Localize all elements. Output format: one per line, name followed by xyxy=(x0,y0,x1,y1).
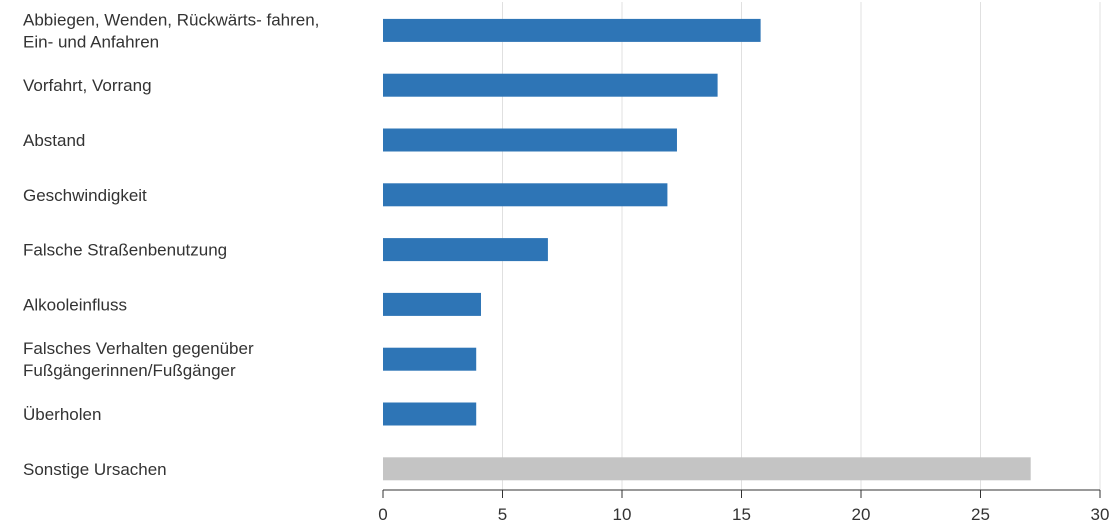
bar-3 xyxy=(383,183,668,207)
category-label-5-line-0: Alkooleinfluss xyxy=(23,295,127,314)
category-label-1: Vorfahrt, Vorrang xyxy=(23,76,152,95)
bar-8 xyxy=(383,457,1031,481)
category-label-6-line-1: Fußgängerinnen/Fußgänger xyxy=(23,361,236,380)
x-tick-label-3: 15 xyxy=(732,505,751,524)
bar-7 xyxy=(383,402,477,426)
x-tick-label-2: 10 xyxy=(613,505,632,524)
category-label-8: Sonstige Ursachen xyxy=(23,460,167,479)
category-label-4: Falsche Straßenbenutzung xyxy=(23,241,227,260)
bar-1 xyxy=(383,73,718,97)
category-label-7-line-0: Überholen xyxy=(23,405,101,424)
category-label-5: Alkooleinfluss xyxy=(23,295,127,314)
bar-2 xyxy=(383,128,677,152)
category-label-6: Falsches Verhalten gegenüber Fußgängerinn… xyxy=(23,339,254,380)
bar-6 xyxy=(383,347,477,371)
category-label-0: Abbiegen, Wenden, Rückwärts- fahren, Ein-… xyxy=(23,10,319,51)
bars xyxy=(383,18,1031,481)
x-tick-label-6: 30 xyxy=(1091,505,1110,524)
x-tick-label-1: 5 xyxy=(498,505,507,524)
category-label-2-line-0: Abstand xyxy=(23,131,85,150)
x-tick-label-0: 0 xyxy=(378,505,387,524)
category-label-7: Überholen xyxy=(23,405,101,424)
category-label-0-line-1: Ein- und Anfahren xyxy=(23,32,159,51)
x-tick-label-4: 20 xyxy=(852,505,871,524)
category-label-2: Abstand xyxy=(23,131,85,150)
x-axis: 0 5 10 15 20 25 30 xyxy=(378,489,1110,524)
bar-4 xyxy=(383,238,548,262)
bar-5 xyxy=(383,292,481,316)
category-labels: Abbiegen, Wenden, Rückwärts- fahren, Ein-… xyxy=(23,10,319,478)
category-label-0-line-0: Abbiegen, Wenden, Rückwärts- fahren, xyxy=(23,10,319,29)
category-label-4-line-0: Falsche Straßenbenutzung xyxy=(23,241,227,260)
category-label-3: Geschwindigkeit xyxy=(23,186,147,205)
category-label-1-line-0: Vorfahrt, Vorrang xyxy=(23,76,152,95)
category-label-6-line-0: Falsches Verhalten gegenüber xyxy=(23,339,254,358)
bar-0 xyxy=(383,18,761,42)
category-label-8-line-0: Sonstige Ursachen xyxy=(23,460,167,479)
x-tick-label-5: 25 xyxy=(971,505,990,524)
category-label-3-line-0: Geschwindigkeit xyxy=(23,186,147,205)
